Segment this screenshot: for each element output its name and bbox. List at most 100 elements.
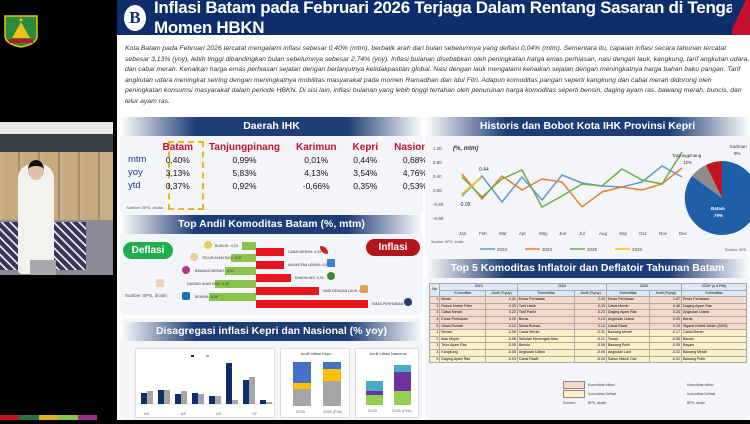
table-cell: 0.46: [649, 302, 682, 311]
legend-source: BPS, diolah: [687, 401, 706, 405]
table-cell: Bawang Merah: [605, 329, 651, 337]
legend-swatch-deflasi: [563, 390, 585, 398]
svg-text:-0.40: -0.40: [433, 202, 444, 207]
table-cell: Ikan Mujair: [439, 335, 487, 344]
table-cell: 1: [428, 296, 441, 304]
inflasi-label: KANGKUNG: 0,03: [295, 276, 324, 280]
speaker: [18, 164, 54, 274]
table-cell: Daging Ayam Ras: [605, 309, 651, 317]
legend-swatch-inflasi: [563, 381, 585, 389]
inflasi-label: ANGKUTAN UDARA: 0,03: [288, 263, 330, 267]
ihk-panel-title: Daerah IHK: [120, 117, 423, 136]
gold-jewelry-icon: [404, 298, 412, 306]
table-cell: Sekolah Menengah Atas: [516, 335, 576, 344]
table-cell: Beras: [516, 315, 576, 324]
table-cell: 1: [428, 329, 441, 337]
table-cell: 3: [428, 309, 441, 317]
legend-inflasi: Komoditas Inflasi: [588, 383, 615, 387]
ihk-source: Sumber: BPS, diolah: [126, 205, 164, 210]
top5-table: No 2023 2024 2025 2026* (s.d Feb) Komodi…: [428, 282, 748, 364]
table-cell: Cabai Merah: [516, 329, 576, 337]
table-cell: 0.24: [649, 309, 682, 317]
legend-source: BPS, diolah: [588, 401, 607, 405]
legend-inflasi: Komoditas Inflasi: [687, 383, 714, 387]
svg-text:1.20: 1.20: [433, 146, 442, 151]
table-cell: Telur Ayam Ras: [439, 342, 487, 350]
inflasi-label: CABAI MERAH: 0,03: [288, 250, 321, 254]
table-cell: Bensin: [439, 329, 487, 337]
table-cell: -0.06: [649, 335, 682, 344]
unit-label: (%, mtm): [453, 146, 478, 152]
svg-text:9%: 9%: [734, 151, 741, 156]
table-cell: -0.05: [485, 342, 518, 350]
table-row: 4 Emas Perhiasan 0.20 Beras 0.13 Angkutan Uda…: [428, 315, 748, 324]
svg-text:Apr: Apr: [519, 231, 527, 236]
svg-text:2025: 2025: [296, 409, 306, 414]
andil-nasional-chart: Andil Inflasi Nasional 2025 2026 (Feb): [355, 348, 419, 418]
svg-text:0.80: 0.80: [433, 160, 442, 165]
table-cell: 0.19: [649, 322, 682, 331]
table-cell: Daging Ayam Ras: [439, 355, 487, 364]
ihk-region-panel: Daerah IHK Batam Tanjungpinang Karimun K…: [120, 117, 436, 215]
table-cell: Angkutan Udara: [516, 348, 576, 357]
inflasi-badge: Inflasi: [366, 239, 420, 256]
col-andil: Andil (%yoy): [649, 289, 682, 298]
deflasi-bar: [242, 242, 256, 250]
table-cell: Emas Perhiasan: [516, 296, 576, 304]
intro-paragraph: Kota Batam pada Februari 2026 tercatat m…: [125, 45, 750, 105]
legend-source-label: Sumber:: [563, 401, 577, 405]
svg-text:Jun: Jun: [559, 231, 567, 236]
table-cell: -0.04: [574, 355, 607, 364]
hist-panel-title: Historis dan Bobot Kota IHK Provinsi Kep…: [425, 117, 750, 136]
kangkung-icon: [327, 272, 335, 280]
table-cell: 0.33: [485, 302, 518, 311]
chicken-meat-icon: [156, 279, 164, 287]
table-cell: Bayam: [680, 342, 748, 350]
ihk-value: 0,01%: [304, 154, 329, 165]
airplane-icon: [327, 259, 335, 267]
svg-text:Aug: Aug: [599, 231, 608, 236]
table-cell: Tomat: [605, 335, 651, 344]
ihk-value: 0,44%: [353, 154, 378, 165]
col-komoditas: Komoditas: [516, 289, 576, 298]
deflasi-label: DAGING AYAM RAS: -0,05: [187, 282, 230, 286]
inflasi-bar: [256, 287, 319, 295]
table-cell: 0.43: [574, 296, 607, 304]
table-cell: 0.23: [574, 309, 607, 317]
slide-header: B Inflasi Batam pada Februari 2026 Terja…: [117, 0, 750, 37]
svg-text:2026: 2026: [632, 247, 643, 252]
svg-text:Jan: Jan: [459, 231, 467, 236]
hist-source: Sumber: BPS, diolah: [431, 240, 464, 244]
table-row: 2 Rokok Kretek Filter 0.33 Tarif Listrik 0.3…: [428, 302, 748, 311]
ihk-value: 0,40%: [165, 154, 190, 165]
rice-dish-icon: [360, 285, 368, 293]
svg-text:AP: AP: [181, 411, 187, 416]
table-row: 2 Ikan Mujair -0.06 Sekolah Menengah Atas -0…: [428, 335, 748, 344]
inflasi-label: NASI DENGAN LAUK: 0,06: [323, 289, 366, 293]
table-cell: 4: [428, 348, 441, 357]
bank-indonesia-logo-icon: B: [124, 4, 146, 31]
table-cell: 0.22: [485, 309, 518, 317]
table-cell: Cabai Merah: [680, 329, 748, 337]
table-cell: -0.06: [485, 335, 518, 344]
table-cell: Daging Ayam Ras: [680, 302, 748, 311]
table-row: 1 Bensin -0.08 Cabai Merah -0.31 Bawang Merah…: [428, 329, 748, 337]
deflasi-bar: [209, 293, 256, 301]
table-cell: Beras: [680, 315, 748, 324]
inflasi-bar: [256, 274, 291, 282]
table-cell: Bawang Putih: [680, 355, 748, 364]
row-label: mtm: [128, 154, 147, 165]
legend-deflasi: Komoditas Deflasi: [588, 392, 617, 396]
table-cell: -0.08: [574, 342, 607, 350]
bottom-color-strip: [0, 415, 98, 420]
svg-text:Nov: Nov: [659, 231, 668, 236]
col-komoditas: Komoditas: [439, 289, 487, 298]
table-cell: Cabai Merah: [439, 309, 487, 317]
chart-title: Andil Inflasi Kepri: [300, 351, 332, 356]
table-cell: Sigaret Kretek Mesin (SKM): [680, 322, 748, 331]
historis-line-chart: 1.20 0.80 0.40 0.00 -0.40 -0.80 (%, mtm) Jan F…: [431, 144, 750, 252]
table-cell: 4: [428, 315, 441, 324]
svg-text:May: May: [539, 231, 548, 236]
disag-panel-title: Disagregasi inflasi Kepri dan Nasional (…: [120, 322, 423, 341]
legend-deflasi: Komoditas Deflasi: [687, 392, 716, 396]
